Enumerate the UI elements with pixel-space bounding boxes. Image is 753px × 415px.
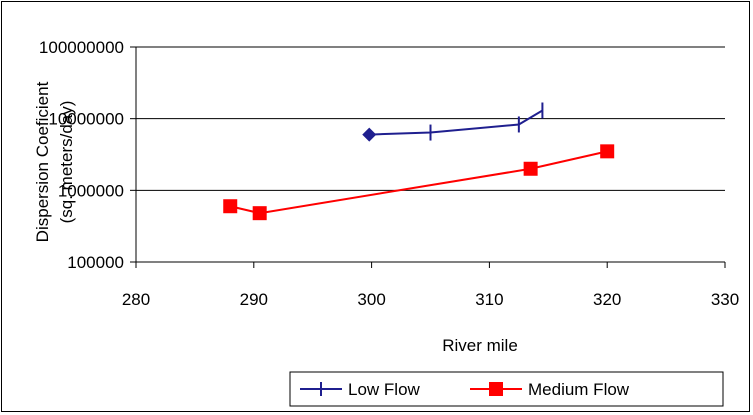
x-tick-label: 320	[593, 290, 621, 309]
series-line-low-flow	[369, 109, 543, 136]
series-layer	[223, 102, 615, 221]
y-tick-label: 100000000	[39, 38, 124, 57]
legend-item-low-flow: Low Flow	[300, 380, 421, 399]
y-axis-title-line1: Dispersion Coeficient	[33, 81, 52, 242]
x-tick-label: 310	[475, 290, 503, 309]
y-axis-title-line2: (sq. meters/day)	[57, 101, 76, 224]
x-tick-label: 330	[711, 290, 739, 309]
series-low-flow	[362, 102, 544, 142]
data-point-medium-flow	[223, 199, 238, 214]
y-tick-label: 100000	[67, 253, 124, 272]
legend: Low Flow Medium Flow	[289, 371, 724, 407]
legend-label-medium-flow: Medium Flow	[528, 380, 630, 399]
axes	[130, 46, 726, 268]
legend-marker-medium-flow	[489, 382, 503, 396]
series-line-medium-flow	[230, 150, 608, 215]
series-medium-flow	[223, 144, 615, 221]
x-tick-label: 280	[122, 290, 150, 309]
x-axis-title: River mile	[442, 336, 518, 355]
data-point-medium-flow	[252, 206, 267, 221]
y-axis-title: Dispersion Coeficient (sq. meters/day)	[33, 81, 76, 242]
y-tick-label: 10000000	[48, 110, 124, 129]
x-tick-label: 290	[240, 290, 268, 309]
x-tick-label: 300	[357, 290, 385, 309]
gridlines	[136, 46, 725, 263]
data-point-medium-flow	[600, 144, 615, 159]
y-tick-label: 1000000	[58, 181, 124, 200]
data-point-medium-flow	[523, 161, 538, 176]
tick-labels: 100000 1000000 10000000 100000000 280 290 300 3…	[39, 38, 739, 309]
legend-item-medium-flow: Medium Flow	[470, 380, 630, 399]
data-point-low-flow	[362, 127, 377, 142]
legend-label-low-flow: Low Flow	[348, 380, 421, 399]
